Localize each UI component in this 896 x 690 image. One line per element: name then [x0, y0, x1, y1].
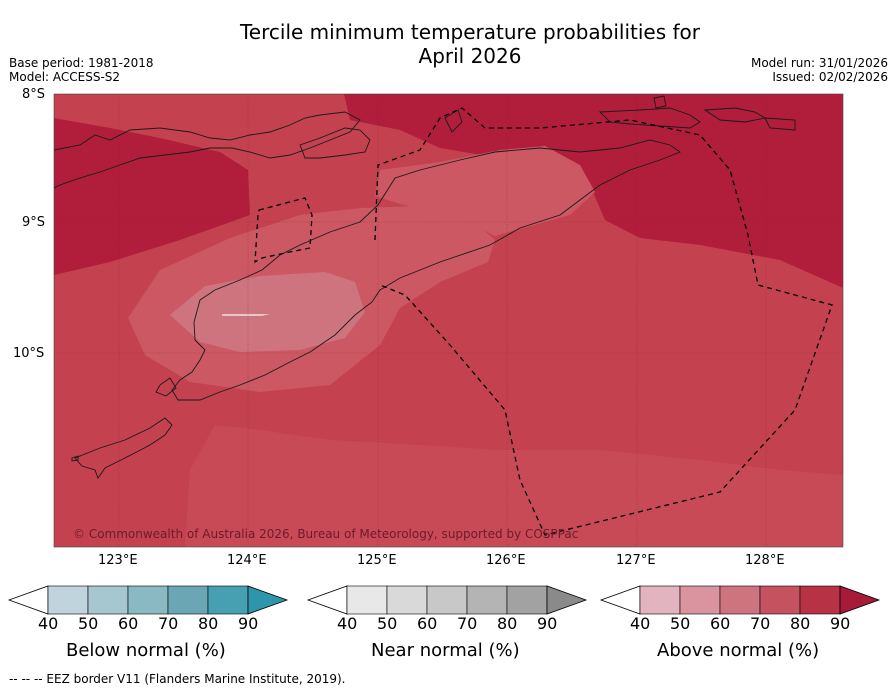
fill-70-80-north — [375, 146, 595, 236]
near-level-90: 90 — [537, 614, 558, 633]
above-segment-60-70 — [719, 585, 761, 615]
timor-coastline — [171, 139, 681, 401]
below-extend-high — [247, 585, 289, 615]
base-period: Base period: 1981-2018 — [9, 56, 154, 70]
model-name: Model: ACCESS-S2 — [9, 70, 121, 84]
lon-tick-124e: 124°E — [227, 553, 267, 568]
below-level-60: 60 — [118, 614, 139, 633]
eez-legend: -- -- -- EEZ border V11 (Flanders Marine… — [9, 672, 346, 686]
ndao-island — [71, 455, 79, 462]
issued-date: Issued: 02/02/2026 — [772, 70, 888, 84]
near-segment-60-70 — [426, 585, 468, 615]
coastlines — [54, 95, 796, 479]
map-frame — [53, 93, 844, 548]
above-segment-50-60 — [679, 585, 721, 615]
lon-tick-123e: 123°E — [98, 553, 138, 568]
below-segment-60-70 — [127, 585, 169, 615]
ne-island-3 — [653, 95, 667, 109]
below-level-70: 70 — [158, 614, 179, 633]
gridlines — [54, 94, 843, 547]
chart-title: Tercile minimum temperature probabilitie… — [0, 20, 896, 68]
colorbars — [7, 585, 881, 615]
title-line-1: Tercile minimum temperature probabilitie… — [239, 20, 701, 44]
lon-tick-125e: 125°E — [357, 553, 397, 568]
below-level-50: 50 — [78, 614, 99, 633]
atauro-island — [444, 109, 463, 133]
wetar-island — [598, 107, 701, 129]
below-segment-70-80 — [167, 585, 209, 615]
near-level-60: 60 — [417, 614, 438, 633]
model-run: Model run: 31/01/2026 — [750, 56, 888, 70]
near-level-50: 50 — [377, 614, 398, 633]
near-level-70: 70 — [457, 614, 478, 633]
below-segment-80-90 — [207, 585, 249, 615]
near-level-80: 80 — [497, 614, 518, 633]
below-segment-40-50 — [47, 585, 89, 615]
above-level-60: 60 — [710, 614, 731, 633]
above-segment-40-50 — [639, 585, 681, 615]
near-segment-50-60 — [386, 585, 428, 615]
below-level-40: 40 — [38, 614, 59, 633]
rote-island — [74, 417, 173, 479]
ne-island-2 — [764, 117, 796, 131]
lon-tick-127e: 127°E — [616, 553, 656, 568]
lat-tick-8s: 8°S — [22, 87, 46, 102]
near-segment-40-50 — [346, 585, 388, 615]
fill-90-nw — [54, 118, 250, 275]
near-level-40: 40 — [337, 614, 358, 633]
above-level-90: 90 — [830, 614, 851, 633]
lat-tick-9s: 9°S — [22, 215, 46, 230]
below-segment-50-60 — [87, 585, 129, 615]
below-level-80: 80 — [198, 614, 219, 633]
copyright-note: © Commonwealth of Australia 2026, Bureau… — [73, 527, 579, 541]
near-normal-label: Near normal (%) — [371, 640, 520, 661]
above-normal-label: Above normal (%) — [657, 640, 820, 661]
lon-tick-128e: 128°E — [745, 553, 785, 568]
eez-border — [254, 107, 833, 536]
alor-island — [299, 127, 371, 159]
below-normal-label: Below normal (%) — [66, 640, 226, 661]
semau-island — [155, 377, 177, 397]
near-segment-70-80 — [466, 585, 508, 615]
colorbar-near-normal — [306, 585, 588, 615]
near-extend-low — [306, 585, 348, 615]
fill-60-70-peak — [170, 272, 365, 352]
lat-tick-10s: 10°S — [13, 346, 45, 361]
above-segment-70-80 — [759, 585, 801, 615]
near-extend-high — [546, 585, 588, 615]
above-level-50: 50 — [670, 614, 691, 633]
below-level-90: 90 — [238, 614, 259, 633]
colorbar-above-normal — [599, 585, 881, 615]
title-line-2: April 2026 — [418, 44, 522, 68]
above-level-40: 40 — [630, 614, 651, 633]
above-extend-low — [599, 585, 641, 615]
colorbar-below-normal — [7, 585, 289, 615]
map-fill-layer — [54, 94, 843, 547]
lon-tick-126e: 126°E — [486, 553, 526, 568]
near-segment-80-90 — [506, 585, 548, 615]
above-extend-high — [839, 585, 881, 615]
north-islands — [54, 111, 361, 189]
fill-70-80-south — [185, 425, 843, 547]
above-segment-80-90 — [799, 585, 841, 615]
above-level-70: 70 — [750, 614, 771, 633]
above-level-80: 80 — [790, 614, 811, 633]
below-extend-low — [7, 585, 49, 615]
